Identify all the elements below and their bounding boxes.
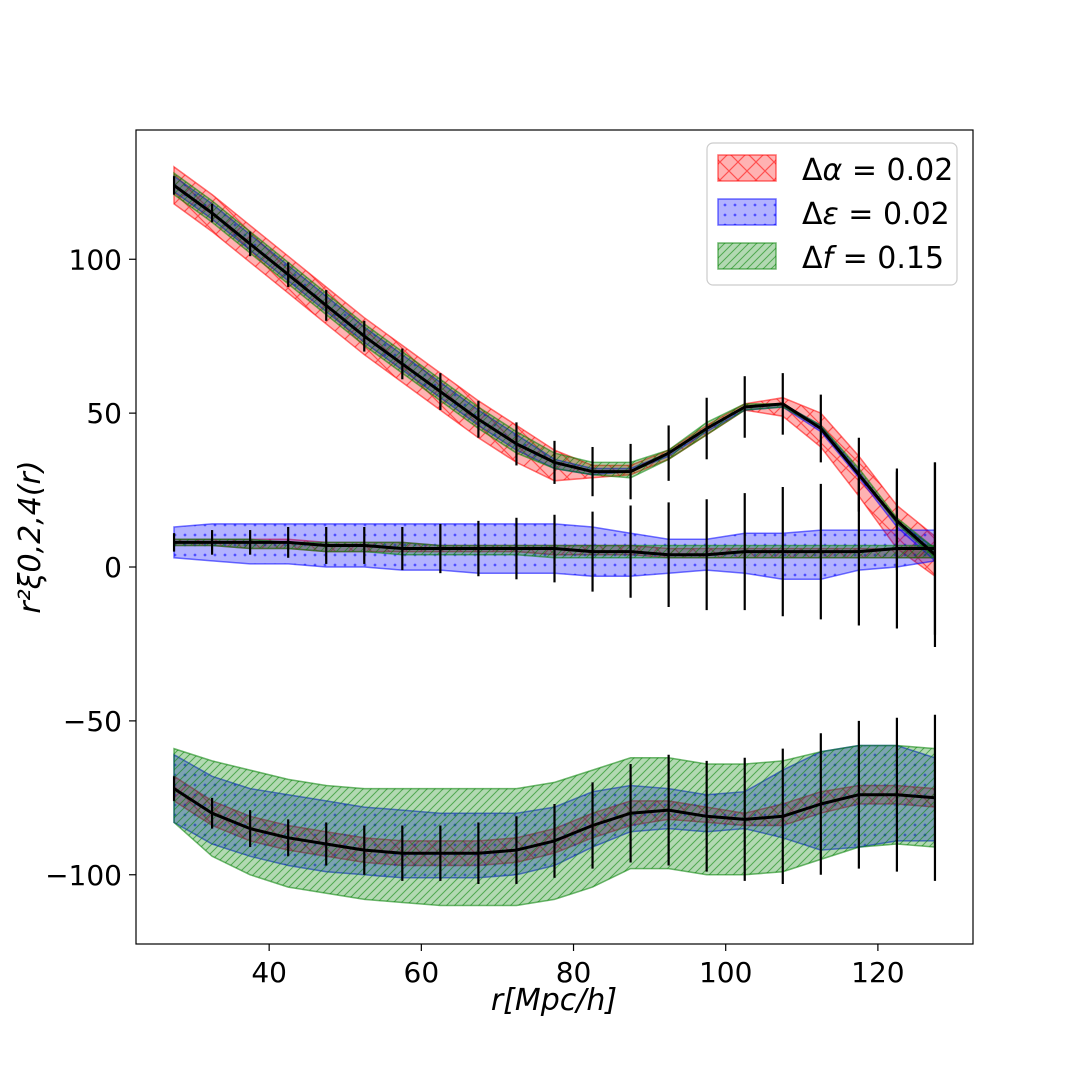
quadrupole-line: [174, 540, 935, 557]
legend-label: Δε = 0.02: [802, 197, 950, 232]
legend-swatch: [717, 198, 777, 226]
legend-label: Δf = 0.15: [802, 241, 944, 276]
y-axis: −100 −50 0 50 100: [45, 243, 136, 892]
y-tick-label: −50: [63, 705, 122, 738]
y-tick-label: 50: [86, 397, 122, 430]
hexadecapole-line: [173, 787, 936, 855]
x-tick-label: 80: [556, 956, 592, 989]
legend-swatch: [717, 242, 777, 270]
x-tick-label: 120: [851, 956, 904, 989]
legend-swatch: [717, 154, 777, 182]
monopole-line: [173, 184, 936, 556]
x-tick-label: 60: [404, 956, 440, 989]
line-layer: [173, 184, 936, 855]
y-tick-label: 0: [104, 551, 122, 584]
x-tick-label: 40: [251, 956, 287, 989]
legend-label: Δα = 0.02: [802, 153, 953, 188]
legend: Δα = 0.02 Δε = 0.02 Δf = 0.15: [706, 142, 958, 286]
y-tick-label: 100: [69, 243, 122, 276]
x-axis: 40 60 80 100 120: [251, 944, 905, 989]
x-axis-label: r[Mpc/h]: [491, 983, 617, 1018]
y-tick-label: −100: [45, 859, 122, 892]
x-tick-label: 100: [699, 956, 752, 989]
y-axis-label: r²ξ0,2,4(r): [13, 460, 48, 613]
plot-frame: [135, 129, 974, 945]
